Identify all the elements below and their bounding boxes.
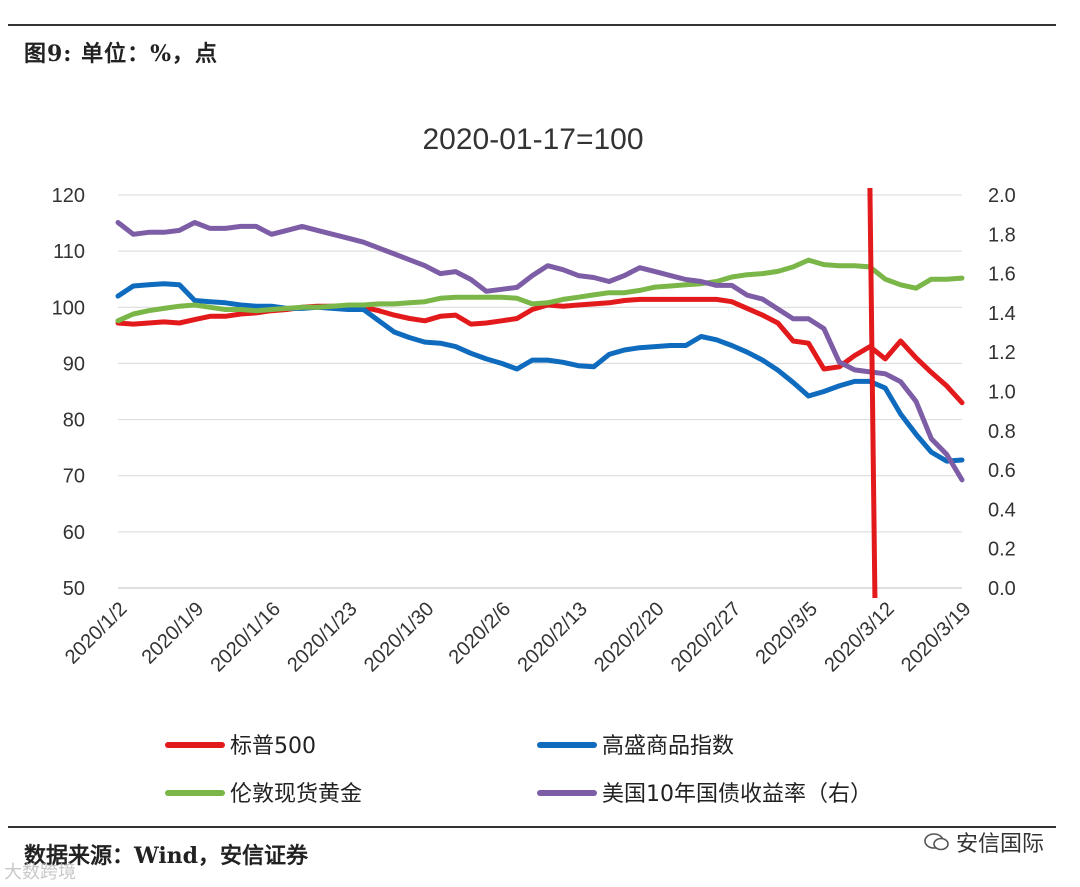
y-left-tick-label: 80 bbox=[63, 410, 85, 432]
figure-title: 图9: 单位：%，点 bbox=[24, 41, 218, 67]
legend-label: 高盛商品指数 bbox=[602, 734, 734, 759]
series-lines bbox=[115, 220, 965, 483]
y-right-tick-label: 0.4 bbox=[988, 499, 1016, 521]
brand-watermark: 安信国际 bbox=[924, 826, 1044, 858]
x-tick-label: 2020/1/16 bbox=[207, 598, 285, 676]
x-tick-label: 2020/3/19 bbox=[897, 598, 975, 676]
y-right-tick-label: 2.0 bbox=[988, 185, 1016, 207]
series-line bbox=[115, 220, 965, 483]
legend-label: 美国10年国债收益率（右） bbox=[602, 782, 872, 807]
y-right-tick-label: 1.0 bbox=[988, 382, 1016, 404]
x-tick-label: 2020/1/2 bbox=[61, 598, 132, 669]
x-axis: 2020/1/2 2020/1/92020/1/162020/1/232020/1… bbox=[61, 587, 976, 676]
y-right-tick-label: 1.2 bbox=[988, 342, 1016, 364]
y-left-tick-label: 60 bbox=[63, 522, 85, 544]
y-right-tick-label: 0.2 bbox=[988, 539, 1016, 561]
chart-title: 2020-01-17=100 bbox=[422, 123, 643, 156]
series-line bbox=[115, 281, 965, 464]
vertical-marker-line bbox=[867, 187, 878, 599]
y-right-tick-label: 0.6 bbox=[988, 460, 1016, 482]
legend-label: 标普500 bbox=[230, 734, 316, 759]
y-axis-right: 2.0 1.8 1.6 1.4 1.2 1.0 0.8 0.6 0.4 0.2 0.0 bbox=[988, 185, 1016, 600]
y-right-tick-label: 1.6 bbox=[988, 264, 1016, 286]
vertical-marker bbox=[867, 187, 878, 599]
wechat-icon bbox=[924, 833, 949, 851]
x-tick-label: 2020/2/6 bbox=[445, 598, 516, 669]
bottom-rule bbox=[8, 826, 1056, 828]
x-tick-label: 2020/2/13 bbox=[513, 598, 591, 676]
y-right-tick-label: 0.0 bbox=[988, 578, 1016, 600]
y-left-tick-label: 100 bbox=[52, 297, 85, 319]
legend-label: 伦敦现货黄金 bbox=[230, 782, 362, 807]
data-source: 数据来源：Wind，安信证券 bbox=[24, 843, 309, 869]
series-line bbox=[115, 257, 965, 324]
x-tick-label: 2020/1/23 bbox=[283, 598, 361, 676]
y-left-tick-label: 70 bbox=[63, 466, 85, 488]
x-tick-label: 2020/1/9 bbox=[138, 598, 209, 669]
x-tick-label: 2020/1/30 bbox=[360, 598, 438, 676]
y-right-tick-label: 1.8 bbox=[988, 224, 1016, 246]
x-tick-label: 2020/3/12 bbox=[820, 598, 898, 676]
y-axis-left: 120 110 100 90 80 70 60 50 bbox=[52, 185, 85, 600]
y-left-tick-label: 110 bbox=[53, 241, 85, 263]
y-right-tick-label: 1.4 bbox=[988, 303, 1016, 325]
corner-watermark: 大数跨境 bbox=[4, 862, 76, 883]
x-tick-label: 2020/2/27 bbox=[667, 598, 745, 676]
top-rule bbox=[8, 24, 1056, 26]
y-left-tick-label: 90 bbox=[63, 353, 85, 375]
y-left-tick-label: 120 bbox=[52, 185, 85, 207]
brand-text: 安信国际 bbox=[955, 832, 1044, 857]
y-right-tick-label: 0.8 bbox=[988, 421, 1016, 443]
grid-lines bbox=[118, 194, 962, 589]
x-tick-label: 2020/3/5 bbox=[751, 598, 822, 669]
y-left-tick-label: 50 bbox=[63, 578, 85, 600]
x-tick-label: 2020/2/20 bbox=[590, 598, 668, 676]
